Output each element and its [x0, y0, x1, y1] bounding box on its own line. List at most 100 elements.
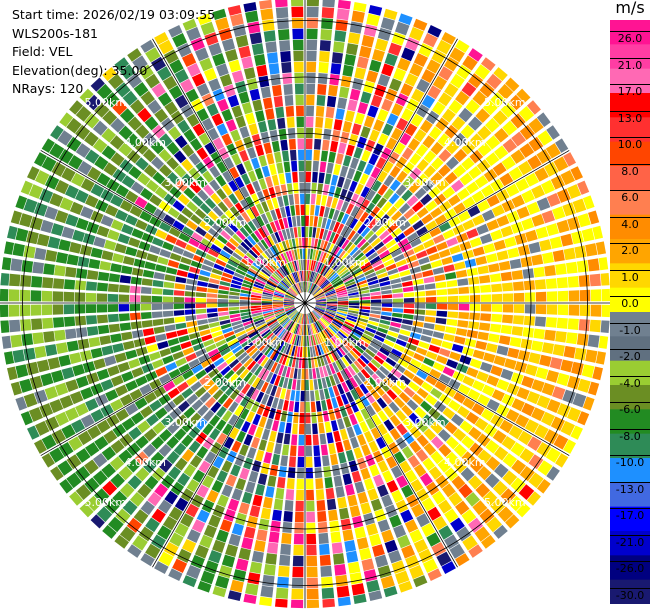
- velocity-gate: [10, 210, 22, 225]
- velocity-gate: [108, 516, 124, 533]
- velocity-gate: [306, 28, 318, 40]
- velocity-gate: [96, 368, 110, 381]
- velocity-gate: [194, 544, 209, 559]
- velocity-gate: [208, 368, 220, 379]
- velocity-gate: [313, 445, 321, 457]
- velocity-gate: [296, 260, 300, 271]
- velocity-gate: [398, 391, 411, 404]
- velocity-gate: [369, 313, 381, 319]
- velocity-gate: [438, 499, 453, 514]
- velocity-gate: [369, 59, 382, 73]
- velocity-gate: [502, 304, 514, 313]
- velocity-gate: [344, 321, 355, 328]
- velocity-gate: [387, 223, 399, 234]
- velocity-gate: [349, 413, 358, 426]
- velocity-gate: [206, 489, 219, 503]
- velocity-gate: [115, 82, 131, 98]
- velocity-gate: [336, 292, 348, 296]
- velocity-gate: [282, 521, 293, 533]
- velocity-gate: [377, 272, 388, 279]
- velocity-gate: [351, 583, 365, 596]
- velocity-gate: [49, 143, 65, 159]
- velocity-gate: [394, 232, 406, 243]
- velocity-gate: [321, 576, 334, 588]
- velocity-gate: [401, 189, 413, 202]
- velocity-gate: [367, 252, 378, 261]
- velocity-gate: [331, 277, 342, 285]
- velocity-gate: [243, 342, 254, 351]
- velocity-gate: [185, 315, 197, 322]
- velocity-gate: [328, 185, 336, 197]
- velocity-gate: [348, 262, 358, 271]
- velocity-gate: [366, 579, 380, 593]
- velocity-gate: [201, 499, 215, 513]
- velocity-gate: [273, 498, 284, 511]
- velocity-gate: [166, 141, 180, 156]
- velocity-gate: [311, 272, 317, 283]
- velocity-gate: [486, 516, 502, 533]
- velocity-gate: [323, 342, 330, 353]
- velocity-gate: [1, 257, 12, 271]
- velocity-gate: [272, 244, 280, 256]
- velocity-gate: [408, 214, 420, 225]
- velocity-gate: [190, 554, 205, 569]
- velocity-gate: [353, 235, 364, 246]
- velocity-gate: [164, 274, 176, 282]
- velocity-gate: [294, 72, 304, 84]
- velocity-gate: [334, 316, 345, 323]
- velocity-gate: [426, 532, 441, 547]
- velocity-gate: [258, 416, 267, 428]
- velocity-gate: [58, 239, 71, 252]
- velocity-gate: [291, 345, 296, 357]
- velocity-gate: [271, 323, 281, 332]
- velocity-gate: [206, 103, 219, 117]
- colorbar-tick: [610, 31, 650, 32]
- velocity-gate: [186, 529, 201, 543]
- velocity-gate: [409, 266, 422, 274]
- velocity-gate: [199, 374, 211, 386]
- velocity-gate: [563, 247, 576, 261]
- velocity-gate: [131, 329, 144, 339]
- velocity-gate: [313, 149, 321, 161]
- velocity-gate: [254, 243, 264, 254]
- velocity-gate: [381, 307, 393, 312]
- velocity-gate: [169, 252, 182, 262]
- velocity-gate: [140, 39, 155, 53]
- velocity-gate: [190, 337, 203, 346]
- velocity-gate: [12, 349, 25, 363]
- velocity-gate: [349, 246, 359, 256]
- velocity-gate: [159, 373, 172, 385]
- velocity-gate: [324, 477, 333, 489]
- velocity-gate: [23, 347, 36, 361]
- velocity-gate: [381, 311, 392, 317]
- velocity-gate: [397, 238, 409, 248]
- velocity-gate: [251, 401, 260, 413]
- velocity-gate: [318, 422, 325, 434]
- velocity-gate: [576, 333, 589, 346]
- velocity-gate: [348, 310, 359, 314]
- velocity-gate: [455, 500, 470, 516]
- velocity-gate: [211, 223, 223, 234]
- velocity-gate: [231, 153, 242, 166]
- velocity-gate: [281, 265, 289, 276]
- velocity-gate: [75, 448, 91, 463]
- velocity-gate: [74, 292, 86, 302]
- velocity-gate: [246, 183, 256, 195]
- velocity-gate: [45, 249, 58, 262]
- velocity-gate: [274, 185, 282, 197]
- velocity-gate: [127, 544, 142, 558]
- velocity-gate: [222, 351, 234, 361]
- velocity-gate: [177, 193, 190, 206]
- velocity-gate: [347, 365, 356, 376]
- velocity-gate: [112, 168, 127, 183]
- velocity-gate: [360, 408, 370, 420]
- velocity-gate: [477, 125, 492, 140]
- colorbar-tick: [610, 84, 650, 86]
- velocity-gate: [293, 533, 304, 545]
- velocity-gate: [158, 551, 174, 567]
- velocity-gate: [511, 398, 525, 412]
- velocity-gate: [389, 179, 401, 192]
- velocity-gate: [51, 429, 66, 445]
- velocity-gate: [365, 248, 376, 258]
- velocity-gate: [336, 311, 347, 317]
